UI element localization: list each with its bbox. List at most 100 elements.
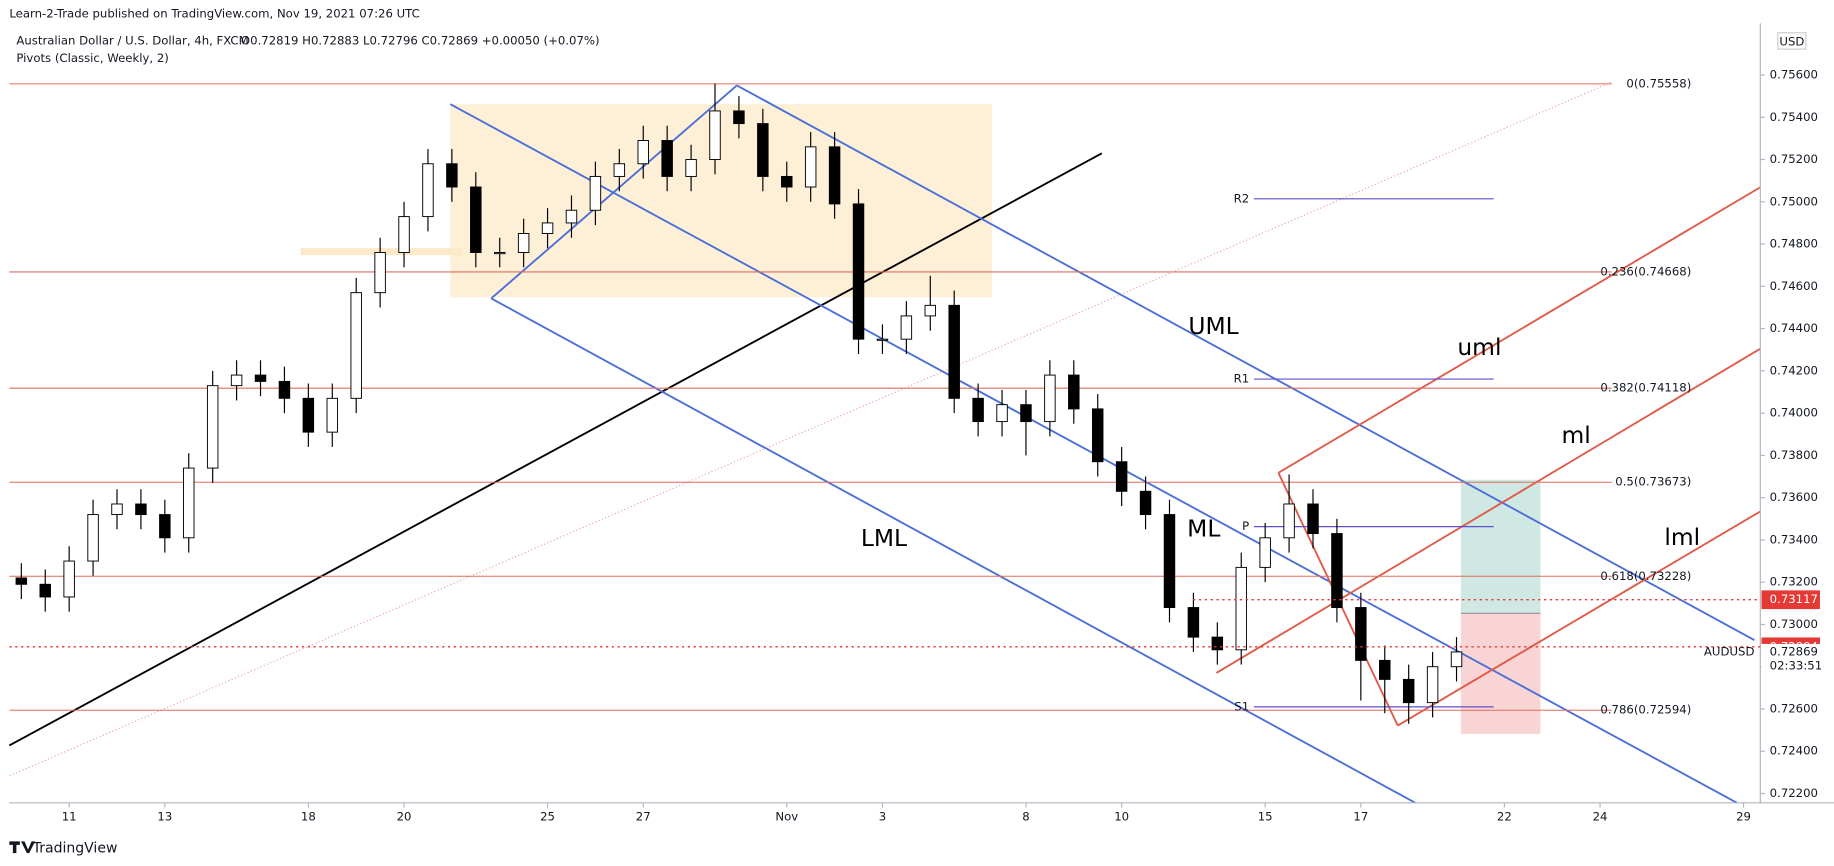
x-tick-label: 22 [1497,809,1512,823]
y-tick-label: 0.74400 [1770,321,1818,335]
candle-body [302,397,315,433]
y-tick-label: 0.73400 [1770,532,1818,546]
y-tick-label: 0.72200 [1770,786,1818,800]
symbol: AUDUSD [1704,645,1755,659]
candle-body [852,203,865,340]
x-tick-label: 11 [62,809,77,823]
candle-body [804,146,817,188]
candle-body [1044,374,1056,423]
pivot-label: P [1242,519,1249,533]
candle-body [1091,408,1104,463]
candle-body [39,583,51,598]
candle-body [87,514,99,562]
y-tick-label: 0.74000 [1770,406,1818,420]
pitchfork-median [1215,347,1761,674]
last-price-box [1761,643,1834,675]
countdown: 02:33:51 [1770,659,1822,673]
pivot-label: S1 [1234,699,1249,713]
candle-body [230,374,243,387]
candle-body [1379,659,1391,680]
candle-body [685,159,697,177]
y-tick-label: 0.73200 [1770,575,1818,589]
candle-body [613,163,626,177]
candle-body [709,110,721,160]
candle-body [924,304,937,317]
pivot-label: R1 [1234,372,1250,386]
candle-body [876,338,889,341]
annotation: lml [1664,523,1700,551]
fib-label: 0.786(0.72594) [1600,703,1691,717]
annotation: uml [1457,333,1501,361]
candle-body [326,397,339,433]
fib-label: 0.236(0.74668) [1600,264,1691,278]
pitchfork-lower [1397,510,1761,727]
range-bar [300,248,463,256]
target-zone [1460,479,1541,614]
x-tick-label: 3 [879,809,886,823]
x-tick-label: 24 [1593,809,1608,823]
y-tick-label: 0.73600 [1770,490,1818,504]
pitchfork-upper [1277,186,1761,474]
x-tick-label: 13 [157,809,172,823]
candle-body [1211,636,1224,651]
candle-body [1331,533,1343,609]
plot: 0(0.75558) 0.236(0.74668) 0.382(0.74118) 0.… [9,76,1691,724]
candle-body [63,560,75,598]
pitchfork-handle [490,84,738,300]
x-tick-label: 18 [301,809,316,823]
y-tick-label: 0.74800 [1770,237,1818,251]
x-tick-label: Nov [775,809,798,823]
y-tick-label: 0.75000 [1770,194,1818,208]
x-tick-label: 10 [1114,809,1129,823]
range-box [450,104,992,298]
candle-body [1115,461,1128,492]
pivot-label: R2 [1234,191,1250,205]
candle-body [1426,666,1439,704]
candle-body [948,304,960,399]
pitchfork-upper [736,84,1755,641]
y-tick-label: 0.75400 [1770,110,1818,124]
candle-body [1283,503,1295,539]
candle-body [1307,503,1319,535]
candle-body [781,175,793,188]
candle-body [565,209,578,224]
candle-body [1235,566,1247,651]
candle-body [1068,374,1080,410]
candle-body [996,404,1008,423]
x-tick-label: 17 [1353,809,1368,823]
y-tick-label: 0.75600 [1770,67,1818,81]
candle-body [637,140,649,165]
annotation: ml [1561,421,1590,449]
candle-body [15,577,28,585]
candle-body [254,374,267,382]
candle-body [1020,404,1032,423]
y-tick-label: 0.75200 [1770,152,1818,166]
footer: TradingView [32,840,118,856]
candle-body [493,252,506,255]
y-tick-label: 0.73000 [1770,617,1818,631]
candle-body [470,186,482,253]
y-tick-label: 0.74200 [1770,363,1818,377]
fib-label: 0.618(0.73228) [1600,569,1691,583]
fib-label: 0.5(0.73673) [1615,475,1691,489]
candle-body [828,146,841,205]
price-box [1761,590,1820,610]
annotation: LML [861,524,907,552]
candle-body [1163,514,1176,609]
currency-box [1777,32,1807,50]
x-tick-label: 25 [540,809,555,823]
candle-body [111,503,123,516]
candle-body [1139,490,1152,516]
x-tick-label: 29 [1736,809,1751,823]
candle-body [517,233,530,253]
x-tick-label: 15 [1258,809,1273,823]
candle-body [398,216,410,253]
candle-body [757,123,769,177]
candle-body [278,380,291,399]
candle-body [183,467,195,539]
y-tick-label: 0.72600 [1770,701,1818,715]
candle-body [135,503,147,516]
fib-label: 0.382(0.74118) [1600,381,1691,395]
